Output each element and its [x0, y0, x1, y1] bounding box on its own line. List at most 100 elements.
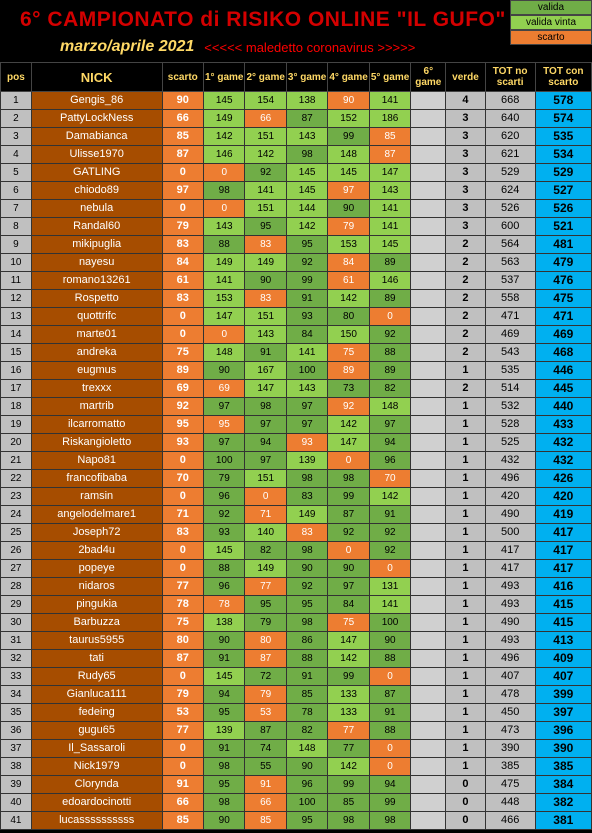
- cell: 100: [204, 452, 245, 470]
- cell: [411, 524, 446, 542]
- col-header: pos: [1, 63, 32, 92]
- cell: 96: [204, 488, 245, 506]
- table-row: 9mikipuglia838883951531452564481: [1, 236, 592, 254]
- cell: 148: [204, 344, 245, 362]
- cell: 1: [446, 398, 485, 416]
- cell: 12: [1, 290, 32, 308]
- cell: 61: [162, 272, 203, 290]
- cell: 143: [245, 326, 286, 344]
- cell: 91: [369, 704, 410, 722]
- cell: 149: [204, 110, 245, 128]
- cell: 84: [328, 254, 369, 272]
- cell: 440: [535, 398, 591, 416]
- cell: 143: [286, 128, 327, 146]
- table-row: 37Il_Sassaroli091741487701390390: [1, 740, 592, 758]
- cell: 147: [245, 380, 286, 398]
- cell: 473: [485, 722, 535, 740]
- cell: [411, 704, 446, 722]
- cell: 142: [204, 128, 245, 146]
- cell: 145: [286, 182, 327, 200]
- cell: 88: [369, 722, 410, 740]
- cell: 417: [535, 542, 591, 560]
- cell: 83: [286, 488, 327, 506]
- cell: Il_Sassaroli: [31, 740, 162, 758]
- cell: 69: [162, 380, 203, 398]
- cell: 532: [485, 398, 535, 416]
- cell: 100: [286, 794, 327, 812]
- cell: 27: [1, 560, 32, 578]
- cell: 141: [369, 200, 410, 218]
- cell: Randal60: [31, 218, 162, 236]
- cell: 514: [485, 380, 535, 398]
- cell: 75: [328, 344, 369, 362]
- cell: 1: [446, 632, 485, 650]
- cell: [411, 794, 446, 812]
- cell: 3: [446, 164, 485, 182]
- cell: 397: [535, 704, 591, 722]
- cell: 82: [245, 542, 286, 560]
- cell: 399: [535, 686, 591, 704]
- cell: 417: [485, 560, 535, 578]
- cell: 93: [286, 308, 327, 326]
- cell: 148: [286, 740, 327, 758]
- table-row: 24angelodelmare171927114987911490419: [1, 506, 592, 524]
- cell: 98: [204, 182, 245, 200]
- cell: 90: [286, 758, 327, 776]
- cell: 186: [369, 110, 410, 128]
- col-header: 3° game: [286, 63, 327, 92]
- cell: 493: [485, 632, 535, 650]
- cell: nayesu: [31, 254, 162, 272]
- cell: [411, 722, 446, 740]
- cell: 98: [204, 794, 245, 812]
- cell: Rospetto: [31, 290, 162, 308]
- table-row: 29pingukia78789595841411493415: [1, 596, 592, 614]
- cell: 2: [446, 344, 485, 362]
- cell: [411, 434, 446, 452]
- cell: 0: [162, 308, 203, 326]
- cell: [411, 110, 446, 128]
- cell: 417: [535, 560, 591, 578]
- cell: 0: [162, 560, 203, 578]
- cell: 98: [328, 812, 369, 830]
- cell: 144: [286, 200, 327, 218]
- cell: 75: [162, 344, 203, 362]
- cell: 151: [245, 470, 286, 488]
- cell: 83: [245, 290, 286, 308]
- legend-item: valida vinta: [510, 15, 592, 30]
- cell: 537: [485, 272, 535, 290]
- cell: [411, 200, 446, 218]
- cell: 417: [535, 524, 591, 542]
- cell: 528: [485, 416, 535, 434]
- cell: 95: [204, 704, 245, 722]
- cell: 145: [204, 92, 245, 110]
- cell: 97: [286, 398, 327, 416]
- cell: 13: [1, 308, 32, 326]
- cell: 91: [204, 650, 245, 668]
- cell: 83: [162, 236, 203, 254]
- cell: 143: [369, 182, 410, 200]
- cell: 87: [286, 110, 327, 128]
- cell: 3: [446, 182, 485, 200]
- cell: 92: [286, 578, 327, 596]
- table-row: 14marte010014384150922469469: [1, 326, 592, 344]
- cell: 0: [162, 542, 203, 560]
- cell: 469: [535, 326, 591, 344]
- cell: 146: [369, 272, 410, 290]
- cell: 0: [369, 758, 410, 776]
- cell: [411, 686, 446, 704]
- cell: 85: [162, 812, 203, 830]
- subtitle-note: <<<<< maledetto coronavirus >>>>>: [204, 40, 415, 55]
- cell: 564: [485, 236, 535, 254]
- cell: 95: [204, 416, 245, 434]
- cell: 0: [369, 668, 410, 686]
- cell: 53: [162, 704, 203, 722]
- table-row: 36gugu6577139878277881473396: [1, 722, 592, 740]
- cell: 79: [245, 614, 286, 632]
- cell: 1: [446, 506, 485, 524]
- cell: 535: [535, 128, 591, 146]
- cell: 80: [162, 632, 203, 650]
- cell: [411, 380, 446, 398]
- cell: [411, 470, 446, 488]
- cell: 469: [485, 326, 535, 344]
- cell: 1: [446, 560, 485, 578]
